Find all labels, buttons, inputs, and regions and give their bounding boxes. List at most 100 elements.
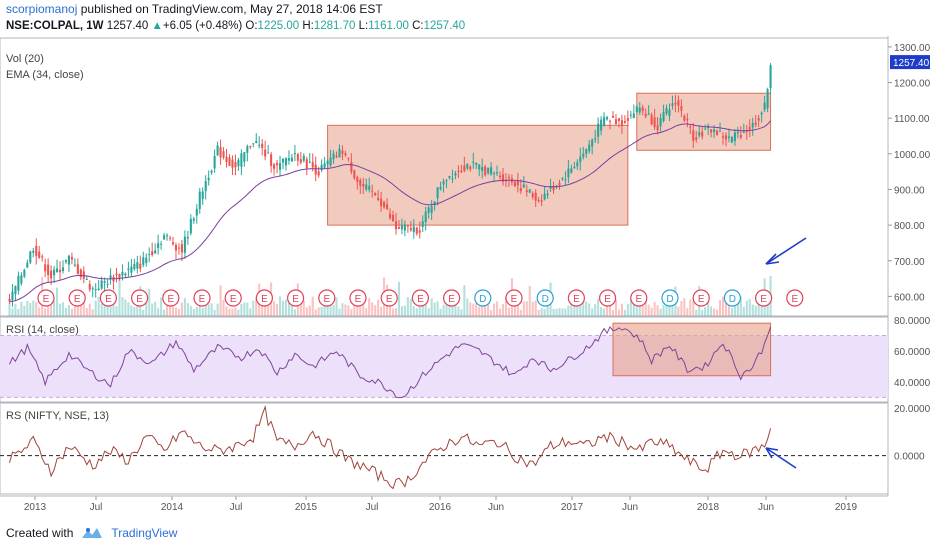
- candle-body: [400, 225, 403, 230]
- candle-body: [94, 289, 97, 291]
- candle-body: [210, 170, 213, 173]
- volume-bar: [397, 281, 400, 316]
- volume-bar: [650, 307, 653, 316]
- event-marker: [692, 289, 710, 307]
- volume-bar: [537, 309, 540, 316]
- volume-bar: [448, 303, 451, 316]
- candle-body: [668, 109, 671, 116]
- candle-body: [237, 160, 240, 167]
- author-link[interactable]: scorpiomanoj: [6, 2, 78, 16]
- candle-body: [460, 170, 463, 173]
- candle-body: [713, 129, 716, 133]
- volume-bar: [635, 296, 638, 316]
- volume-bar: [478, 306, 481, 316]
- candle-body: [516, 180, 519, 186]
- volume-bar: [555, 308, 558, 316]
- candle-body: [353, 170, 356, 179]
- volume-bar: [528, 285, 531, 316]
- volume-bar: [50, 304, 53, 316]
- volume-bar: [519, 309, 522, 316]
- volume-bar: [531, 301, 534, 316]
- volume-bar: [17, 308, 20, 316]
- candle-body: [656, 125, 659, 131]
- volume-bar: [757, 296, 760, 316]
- volume-bar: [234, 307, 237, 316]
- volume-bar: [718, 300, 722, 316]
- volume-bar: [94, 300, 97, 316]
- candle-body: [537, 199, 540, 202]
- volume-bar: [415, 308, 418, 316]
- volume-bar: [231, 308, 234, 316]
- volume-bar: [320, 306, 323, 316]
- volume-bar: [29, 303, 32, 316]
- candle-body: [594, 138, 597, 140]
- candle-body: [600, 119, 603, 131]
- pane-frame-2: [0, 402, 889, 495]
- event-marker: [567, 289, 586, 307]
- volume-bar: [145, 301, 148, 316]
- volume-bar: [311, 296, 314, 316]
- tradingview-brand[interactable]: TradingView: [111, 526, 178, 540]
- candle-body: [350, 161, 353, 172]
- candle-body: [567, 168, 570, 178]
- volume-bar: [454, 297, 457, 316]
- candle-body: [368, 186, 371, 190]
- candle-body: [501, 174, 505, 182]
- candle-body: [249, 146, 252, 148]
- volume-bar: [439, 308, 442, 316]
- candle-body: [391, 214, 395, 222]
- candle-body: [359, 179, 362, 186]
- candle-body: [736, 131, 739, 134]
- chart-canvas[interactable]: 1300.00 1200.00 1100.00 1000.00 900.00 800.00…: [0, 36, 932, 522]
- candle-body: [305, 159, 308, 169]
- volume-bar: [742, 306, 745, 316]
- candle-body: [41, 256, 44, 258]
- volume-bar: [228, 308, 231, 316]
- candle-body: [606, 117, 609, 120]
- candle-body: [29, 251, 32, 263]
- candle-body: [35, 245, 38, 257]
- volume-bar: [106, 303, 109, 316]
- candle-body: [430, 206, 433, 213]
- volume-bar: [573, 297, 576, 316]
- candle-body: [576, 162, 579, 167]
- volume-bar: [35, 302, 38, 316]
- candle-body: [142, 257, 145, 265]
- volume-bar: [213, 309, 216, 316]
- event-marker-label: E: [635, 294, 642, 305]
- candle-body: [525, 190, 528, 193]
- candle-body: [760, 112, 763, 115]
- volume-bar: [733, 302, 736, 316]
- candle-body: [109, 275, 112, 279]
- publish-line: scorpiomanoj published on TradingView.co…: [6, 2, 383, 16]
- candle-body: [213, 155, 216, 169]
- candle-body: [397, 227, 400, 229]
- volume-bar: [64, 307, 68, 316]
- candle-body: [201, 191, 204, 200]
- volume-bar: [130, 305, 133, 316]
- tradingview-logo-icon: [82, 528, 103, 538]
- candle-body: [50, 270, 53, 279]
- candle-body: [769, 65, 772, 88]
- candle-body: [270, 154, 273, 166]
- volume-bar: [180, 302, 183, 316]
- candle-body: [689, 126, 692, 128]
- low-value: 1161.00: [368, 20, 409, 32]
- candle-body: [168, 237, 172, 239]
- close-label: C:: [412, 20, 424, 32]
- volume-bar: [347, 305, 350, 316]
- volume-bar: [8, 303, 11, 316]
- candle-body: [151, 251, 154, 256]
- candle-body: [552, 185, 555, 191]
- candle-body: [258, 144, 261, 146]
- volume-bar: [513, 298, 516, 316]
- candle-body: [463, 165, 466, 172]
- volume-bar: [142, 309, 145, 316]
- volume-bar: [359, 304, 362, 316]
- candle-body: [412, 226, 415, 233]
- volume-bar: [424, 302, 427, 316]
- candle-body: [273, 164, 276, 169]
- volume-bar: [457, 306, 460, 316]
- candle-body: [683, 115, 686, 121]
- candle-body: [573, 166, 576, 168]
